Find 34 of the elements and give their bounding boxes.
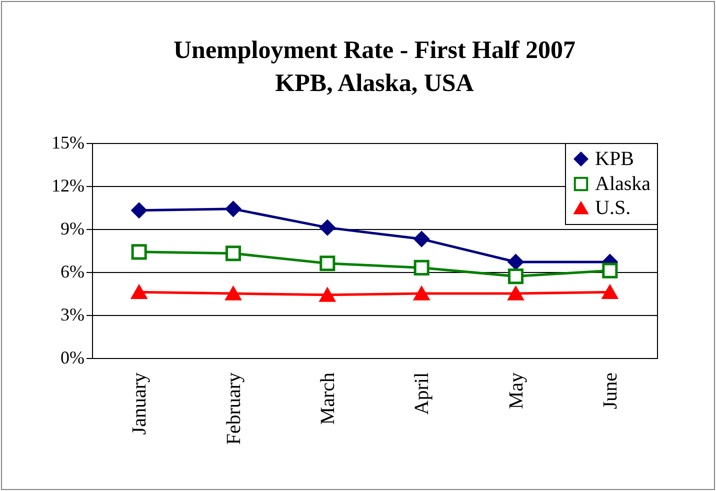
chart-title: Unemployment Rate - First Half 2007 <box>173 37 576 64</box>
point <box>320 220 336 236</box>
legend-label: KPB <box>595 148 634 170</box>
x-tick-label: May <box>505 372 528 410</box>
y-tick-label: 15% <box>52 132 84 152</box>
x-tick-label: February <box>222 372 245 445</box>
chart-subtitle: KPB, Alaska, USA <box>275 70 474 97</box>
point <box>414 260 430 276</box>
point <box>225 286 242 300</box>
point <box>508 268 524 284</box>
x-tick-label: April <box>411 372 434 415</box>
y-tick-label: 6% <box>60 262 84 282</box>
point <box>225 246 242 262</box>
point <box>225 201 242 217</box>
point <box>508 254 524 270</box>
point <box>414 231 430 247</box>
y-tick-label: 12% <box>52 176 84 196</box>
point <box>131 285 147 299</box>
point <box>320 288 336 302</box>
point <box>414 286 430 300</box>
y-tick-label: 9% <box>60 218 84 238</box>
point <box>508 286 524 300</box>
legend-label: U.S. <box>595 197 631 219</box>
point <box>602 285 618 299</box>
x-tick-label: March <box>316 372 339 425</box>
x-tick-label: January <box>128 372 151 435</box>
point <box>131 202 147 218</box>
y-tick-label: 3% <box>60 304 84 324</box>
point <box>131 244 147 260</box>
legend-label: Alaska <box>595 173 651 195</box>
point <box>320 256 336 272</box>
y-tick-label: 0% <box>60 348 84 368</box>
x-tick-label: June <box>599 372 622 410</box>
point <box>602 262 618 278</box>
